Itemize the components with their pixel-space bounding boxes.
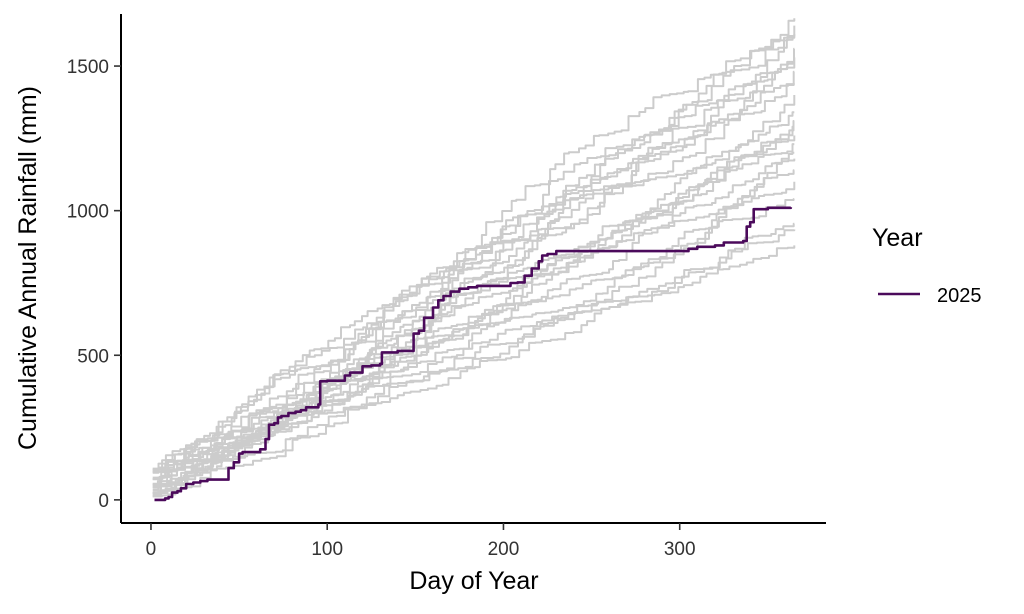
- legend-title: Year: [872, 224, 923, 252]
- background-year-line-15: [152, 82, 795, 494]
- series-line-2025: [154, 206, 793, 502]
- x-tick-label: 200: [488, 539, 520, 560]
- background-year-line-20: [152, 36, 795, 473]
- y-tick-label: 1000: [67, 202, 109, 223]
- background-year-line-22: [152, 25, 796, 498]
- y-tick-label: 0: [98, 491, 109, 512]
- legend: Year 2025: [872, 224, 982, 307]
- background-year-line-21: [152, 34, 796, 471]
- background-year-line-12: [152, 120, 795, 496]
- background-year-line-23: [152, 18, 796, 488]
- background-year-line-11: [152, 125, 795, 485]
- x-tick-label: 100: [311, 539, 343, 560]
- x-tick-label: 0: [146, 539, 157, 560]
- legend-label-2025: 2025: [937, 285, 982, 307]
- axes: [120, 14, 826, 524]
- ticks: 0 100 200 300 0 500 1000 1500: [67, 57, 696, 560]
- x-axis-title: Day of Year: [409, 567, 538, 595]
- y-axis-title: Cumulative Annual Rainfall (mm): [14, 86, 42, 450]
- highlight-year-line-group: [154, 206, 793, 502]
- x-tick-label: 300: [664, 539, 696, 560]
- background-year-line-17: [152, 62, 795, 487]
- background-years-lines: [152, 18, 796, 498]
- y-tick-label: 1500: [67, 57, 109, 78]
- background-year-line-18: [152, 57, 796, 486]
- background-year-line-13: [152, 111, 795, 495]
- y-tick-label: 500: [77, 346, 109, 367]
